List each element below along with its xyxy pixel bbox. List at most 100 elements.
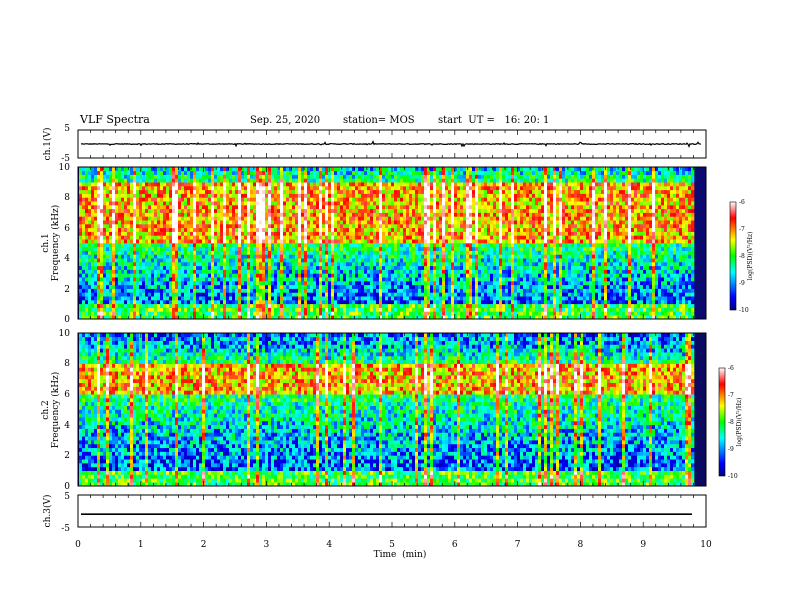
spectrogram-cell [196, 174, 200, 179]
spectrogram-cell [115, 189, 119, 194]
spectrogram-cell [358, 243, 362, 248]
spectrogram-cell [346, 246, 350, 251]
spectrogram-cell [139, 246, 143, 251]
spectrogram-cell [100, 197, 104, 202]
spectrogram-cell [157, 201, 161, 206]
spectrogram-cell [265, 205, 269, 210]
spectrogram-cell [439, 296, 443, 301]
spectrogram-cell [427, 197, 431, 202]
spectrogram-cell [88, 281, 92, 286]
spectrogram-cell [349, 197, 353, 202]
spectrogram-cell [196, 197, 200, 202]
spectrogram-cell [115, 224, 119, 229]
spectrogram-cell [151, 292, 155, 297]
spectrogram-cell [262, 311, 266, 316]
spectrogram-cell [385, 193, 389, 198]
spectrogram-cell [370, 296, 374, 301]
spectrogram-cell [85, 235, 89, 240]
spectrogram-cell [142, 235, 146, 240]
spectrogram-cell [283, 182, 287, 187]
spectrogram-cell [175, 174, 179, 179]
spectrogram-cell [244, 246, 248, 251]
spectrogram-cell [322, 311, 326, 316]
spectrogram-cell [151, 281, 155, 286]
spectrogram-cell [232, 239, 236, 244]
spectrogram-cell [295, 220, 299, 225]
spectrogram-cell [355, 201, 359, 206]
spectrogram-cell [337, 231, 341, 236]
spectrogram-cell [280, 296, 284, 301]
spectrogram-cell [148, 208, 152, 213]
spectrogram-cell [130, 182, 134, 187]
spectrogram-cell [238, 224, 242, 229]
spectrogram-cell [139, 205, 143, 210]
spectrogram-cell [391, 231, 395, 236]
spectrogram-cell [403, 243, 407, 248]
spectrogram-cell [415, 277, 419, 282]
spectrogram-cell [94, 254, 98, 259]
spectrogram-cell [349, 227, 353, 232]
spectrogram-cell [145, 288, 149, 293]
spectrogram-cell [175, 246, 179, 251]
spectrogram-cell [121, 311, 125, 316]
spectrogram-cell [364, 254, 368, 259]
spectrogram-cell [301, 277, 305, 282]
spectrogram-cell [430, 197, 434, 202]
spectrogram-cell [169, 246, 173, 251]
spectrogram-cell [406, 224, 410, 229]
spectrogram-cell [334, 281, 338, 286]
spectrogram-cell [220, 212, 224, 217]
spectrogram-cell [343, 193, 347, 198]
spectrogram-cell [268, 170, 272, 175]
spectrogram-cell [145, 235, 149, 240]
spectrogram-cell [112, 262, 116, 267]
spectrogram-cell [175, 178, 179, 183]
spectrogram-cell [424, 265, 428, 270]
spectrogram-cell [439, 178, 443, 183]
spectrogram-cell [250, 265, 254, 270]
spectrogram-cell [211, 307, 215, 312]
spectrogram-cell [397, 300, 401, 305]
spectrogram-cell [256, 231, 260, 236]
spectrogram-cell [412, 174, 416, 179]
spectrogram-cell [310, 186, 314, 191]
spectrogram-cell [277, 239, 281, 244]
spectrogram-cell [145, 239, 149, 244]
spectrogram-cell [214, 189, 218, 194]
spectrogram-cell [196, 307, 200, 312]
spectrogram-cell [253, 292, 257, 297]
spectrogram-cell [220, 281, 224, 286]
spectrogram-cell [355, 216, 359, 221]
spectrogram-cell [268, 269, 272, 274]
spectrogram-cell [238, 201, 242, 206]
spectrogram-cell [373, 186, 377, 191]
spectrogram-cell [244, 197, 248, 202]
spectrogram-cell [439, 201, 443, 206]
spectrogram-cell [241, 288, 245, 293]
spectrogram-cell [199, 231, 203, 236]
spectrogram-cell [232, 174, 236, 179]
spectrogram-cell [349, 250, 353, 255]
spectrogram-cell [226, 273, 230, 278]
spectrogram-cell [385, 288, 389, 293]
spectrogram-cell [421, 303, 425, 308]
spectrogram-cell [241, 315, 245, 319]
spectrogram-cell [349, 254, 353, 259]
spectrogram-cell [124, 178, 128, 183]
spectrogram-cell [328, 224, 332, 229]
spectrogram-cell [394, 315, 398, 319]
spectrogram-cell [388, 224, 392, 229]
spectrogram-cell [181, 178, 185, 183]
spectrogram-cell [385, 220, 389, 225]
spectrogram-cell [214, 178, 218, 183]
spectrogram-cell [133, 224, 137, 229]
spectrogram-cell [403, 197, 407, 202]
spectrogram-cell [325, 243, 329, 248]
spectrogram-cell [400, 216, 404, 221]
spectrogram-cell [187, 284, 191, 289]
spectrogram-cell [121, 300, 125, 305]
spectrogram-cell [214, 296, 218, 301]
spectrogram-cell [319, 296, 323, 301]
spectrogram-cell [334, 288, 338, 293]
spectrogram-cell [256, 178, 260, 183]
